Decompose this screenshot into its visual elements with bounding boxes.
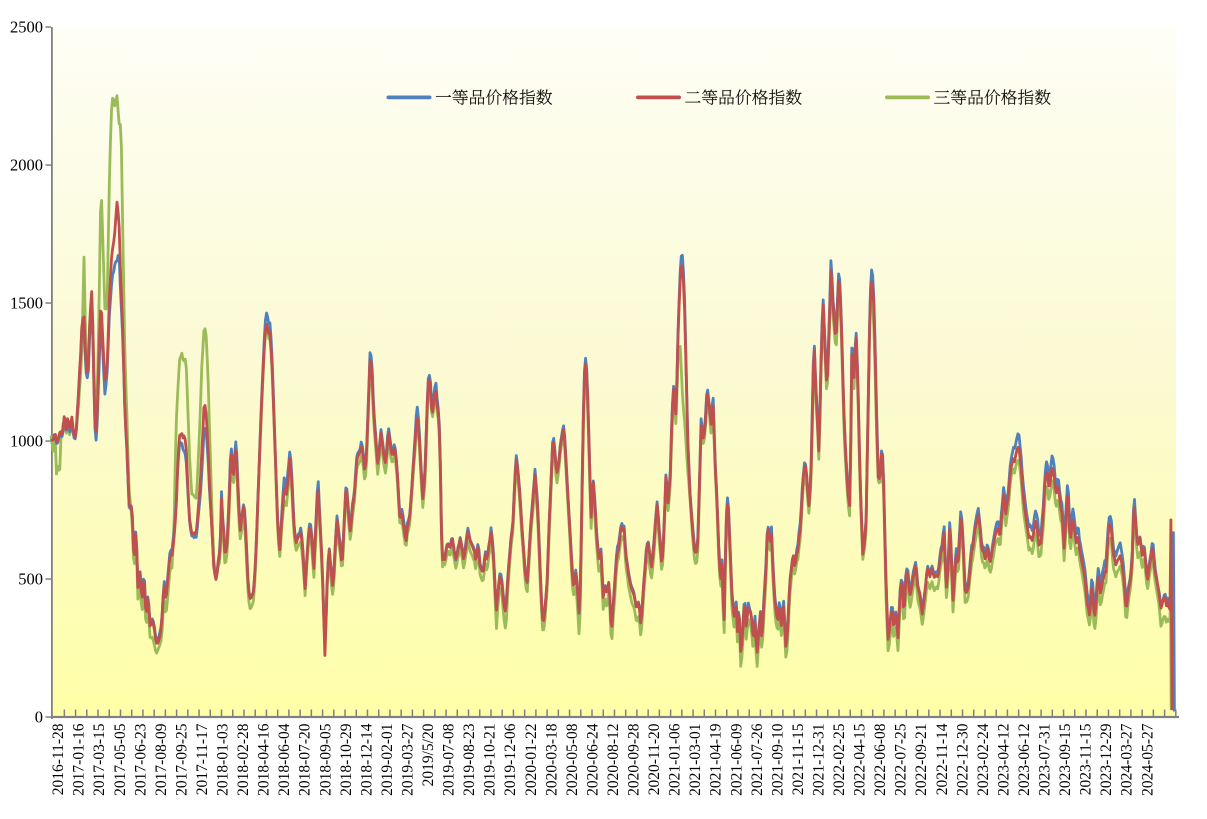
svg-text:2500: 2500: [10, 18, 43, 37]
svg-text:500: 500: [18, 570, 43, 589]
svg-text:2018-02-28: 2018-02-28: [235, 723, 252, 796]
svg-text:2023-04-12: 2023-04-12: [995, 724, 1012, 796]
svg-text:2020-09-28: 2020-09-28: [626, 723, 643, 796]
svg-text:2021-11-15: 2021-11-15: [790, 723, 807, 795]
svg-text:2017-09-25: 2017-09-25: [173, 723, 190, 796]
svg-text:2017-01-16: 2017-01-16: [71, 723, 88, 796]
svg-text:2023-07-31: 2023-07-31: [1037, 724, 1054, 796]
svg-text:2019-03-27: 2019-03-27: [399, 723, 416, 796]
svg-text:2020-06-24: 2020-06-24: [584, 723, 601, 796]
svg-text:2023-12-29: 2023-12-29: [1098, 723, 1115, 796]
svg-text:2021-06-09: 2021-06-09: [728, 723, 745, 796]
svg-text:2022-12-30: 2022-12-30: [954, 723, 971, 796]
svg-text:2017-03-15: 2017-03-15: [91, 723, 108, 796]
svg-text:2022-07-25: 2022-07-25: [893, 723, 910, 796]
svg-text:2022-06-08: 2022-06-08: [872, 723, 889, 796]
svg-text:2023-02-24: 2023-02-24: [975, 723, 992, 796]
svg-text:2018-04-16: 2018-04-16: [256, 723, 273, 796]
svg-text:2020-08-12: 2020-08-12: [605, 724, 622, 796]
svg-text:2019-10-21: 2019-10-21: [482, 724, 499, 796]
svg-text:2018-07-20: 2018-07-20: [297, 723, 314, 796]
svg-text:2018-09-05: 2018-09-05: [317, 723, 334, 796]
svg-text:2021-07-26: 2021-07-26: [749, 723, 766, 796]
svg-text:2019-08-23: 2019-08-23: [461, 723, 478, 796]
svg-text:2019-12-06: 2019-12-06: [502, 723, 519, 796]
svg-text:2023-11-15: 2023-11-15: [1078, 723, 1095, 795]
svg-text:2019/5/20: 2019/5/20: [420, 723, 437, 786]
svg-text:2018-01-03: 2018-01-03: [215, 723, 232, 796]
svg-text:2022-02-25: 2022-02-25: [831, 723, 848, 796]
svg-text:2024-03-27: 2024-03-27: [1119, 723, 1136, 796]
svg-text:2024-05-27: 2024-05-27: [1139, 723, 1156, 796]
svg-text:2020-11-20: 2020-11-20: [646, 723, 663, 795]
svg-text:2023-06-12: 2023-06-12: [1016, 724, 1033, 796]
svg-text:2017-11-17: 2017-11-17: [194, 723, 211, 795]
svg-text:2019-02-01: 2019-02-01: [379, 724, 396, 796]
svg-text:2018-10-29: 2018-10-29: [338, 723, 355, 796]
svg-text:2023-09-15: 2023-09-15: [1057, 723, 1074, 796]
svg-text:2021-03-01: 2021-03-01: [687, 724, 704, 796]
svg-text:2019-07-08: 2019-07-08: [441, 723, 458, 796]
svg-text:2017-06-23: 2017-06-23: [132, 723, 149, 796]
svg-text:2021-12-31: 2021-12-31: [810, 724, 827, 796]
svg-text:1000: 1000: [10, 432, 43, 451]
svg-text:2017-05-05: 2017-05-05: [112, 723, 129, 796]
svg-text:2022-11-14: 2022-11-14: [934, 723, 951, 795]
svg-text:0: 0: [35, 708, 43, 727]
svg-text:2021-01-06: 2021-01-06: [667, 723, 684, 796]
svg-text:2022-09-21: 2022-09-21: [913, 724, 930, 796]
svg-text:2021-09-10: 2021-09-10: [769, 723, 786, 796]
svg-text:2020-05-08: 2020-05-08: [564, 723, 581, 796]
svg-text:2020-01-22: 2020-01-22: [523, 724, 540, 796]
svg-text:2020-03-18: 2020-03-18: [543, 723, 560, 796]
svg-text:2021-04-19: 2021-04-19: [708, 723, 725, 796]
svg-text:2000: 2000: [10, 156, 43, 175]
svg-text:1500: 1500: [10, 294, 43, 313]
svg-text:2016-11-28: 2016-11-28: [50, 723, 67, 795]
svg-text:2018-06-04: 2018-06-04: [276, 723, 293, 796]
svg-text:2018-12-14: 2018-12-14: [358, 723, 375, 796]
svg-text:2017-08-09: 2017-08-09: [153, 723, 170, 796]
svg-text:2022-04-15: 2022-04-15: [852, 723, 869, 796]
